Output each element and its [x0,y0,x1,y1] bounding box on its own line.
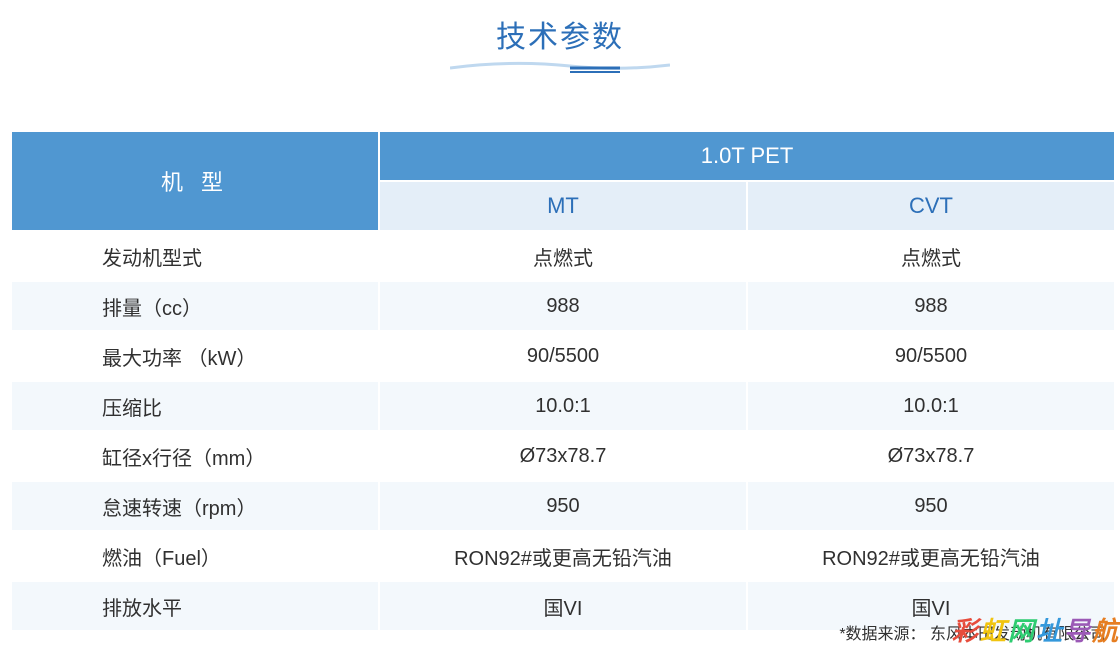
row-value-cvt: Ø73x78.7 [748,432,1114,480]
row-value-mt: 点燃式 [380,232,746,280]
table-row: 怠速转速（rpm）950950 [12,482,1114,530]
spec-table: 机 型 1.0T PET MTCVT 发动机型式点燃式点燃式排量（cc）9889… [10,130,1116,632]
table-row: 燃油（Fuel）RON92#或更高无铅汽油RON92#或更高无铅汽油 [12,532,1114,580]
title-underline [450,60,670,74]
row-label: 怠速转速（rpm） [12,482,378,530]
row-value-mt: RON92#或更高无铅汽油 [380,532,746,580]
row-value-cvt: 988 [748,282,1114,330]
table-row: 缸径x行径（mm）Ø73x78.7Ø73x78.7 [12,432,1114,480]
table-row: 最大功率 （kW）90/550090/5500 [12,332,1114,380]
table-row: 发动机型式点燃式点燃式 [12,232,1114,280]
row-value-mt: 10.0:1 [380,382,746,430]
table-row: 压缩比10.0:110.0:1 [12,382,1114,430]
row-label: 排放水平 [12,582,378,630]
row-value-mt: Ø73x78.7 [380,432,746,480]
row-value-cvt: 950 [748,482,1114,530]
title-section: 技术参数 [0,0,1120,74]
row-value-mt: 988 [380,282,746,330]
row-value-cvt: RON92#或更高无铅汽油 [748,532,1114,580]
data-source-footer: *数据来源： 东风本田发动机有限公司 [839,620,1106,644]
row-value-cvt: 90/5500 [748,332,1114,380]
row-label: 燃油（Fuel） [12,532,378,580]
row-value-mt: 950 [380,482,746,530]
row-label: 压缩比 [12,382,378,430]
spec-table-wrap: 机 型 1.0T PET MTCVT 发动机型式点燃式点燃式排量（cc）9889… [10,130,1110,632]
row-label: 发动机型式 [12,232,378,280]
header-sub-cvt: CVT [748,182,1114,230]
header-engine: 1.0T PET [380,132,1114,180]
row-value-mt: 国VI [380,582,746,630]
row-value-cvt: 10.0:1 [748,382,1114,430]
row-value-cvt: 点燃式 [748,232,1114,280]
row-label: 最大功率 （kW） [12,332,378,380]
row-value-mt: 90/5500 [380,332,746,380]
header-sub-mt: MT [380,182,746,230]
header-model: 机 型 [12,132,378,230]
row-label: 缸径x行径（mm） [12,432,378,480]
page-title: 技术参数 [496,12,624,56]
row-label: 排量（cc） [12,282,378,330]
table-row: 排量（cc）988988 [12,282,1114,330]
